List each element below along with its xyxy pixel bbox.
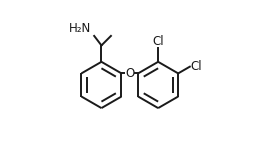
Text: Cl: Cl <box>152 35 164 48</box>
Text: H₂N: H₂N <box>69 22 91 35</box>
Text: Cl: Cl <box>190 60 202 73</box>
Text: O: O <box>125 67 134 80</box>
